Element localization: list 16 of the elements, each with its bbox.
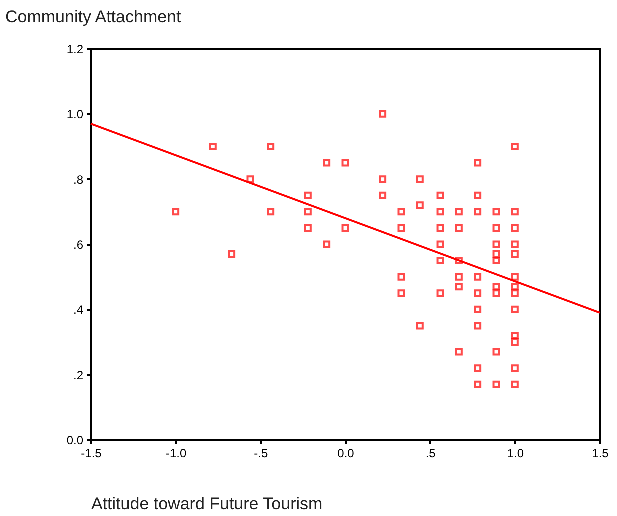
y-tick-label: .6 [73,238,84,252]
x-tick-label: 1.0 [507,446,524,460]
x-tick-label: -1.0 [166,446,187,460]
x-tick-label: 0.0 [338,446,355,460]
y-tick-label: 0.0 [66,434,84,448]
x-tick-label: .5 [426,446,436,460]
y-tick-label: 1.0 [66,108,84,122]
y-tick-label: .4 [73,303,84,318]
y-axis-title: Community Attachment [6,8,182,26]
x-tick-label: -.5 [254,446,268,460]
y-tick-label: 1.2 [66,42,84,56]
y-tick-label: .2 [73,368,84,382]
x-tick-label: -1.5 [81,446,102,460]
x-tick-label: 1.5 [592,446,610,460]
x-axis-title: Attitude toward Future Tourism [92,494,323,514]
y-tick-label: .8 [73,172,84,187]
